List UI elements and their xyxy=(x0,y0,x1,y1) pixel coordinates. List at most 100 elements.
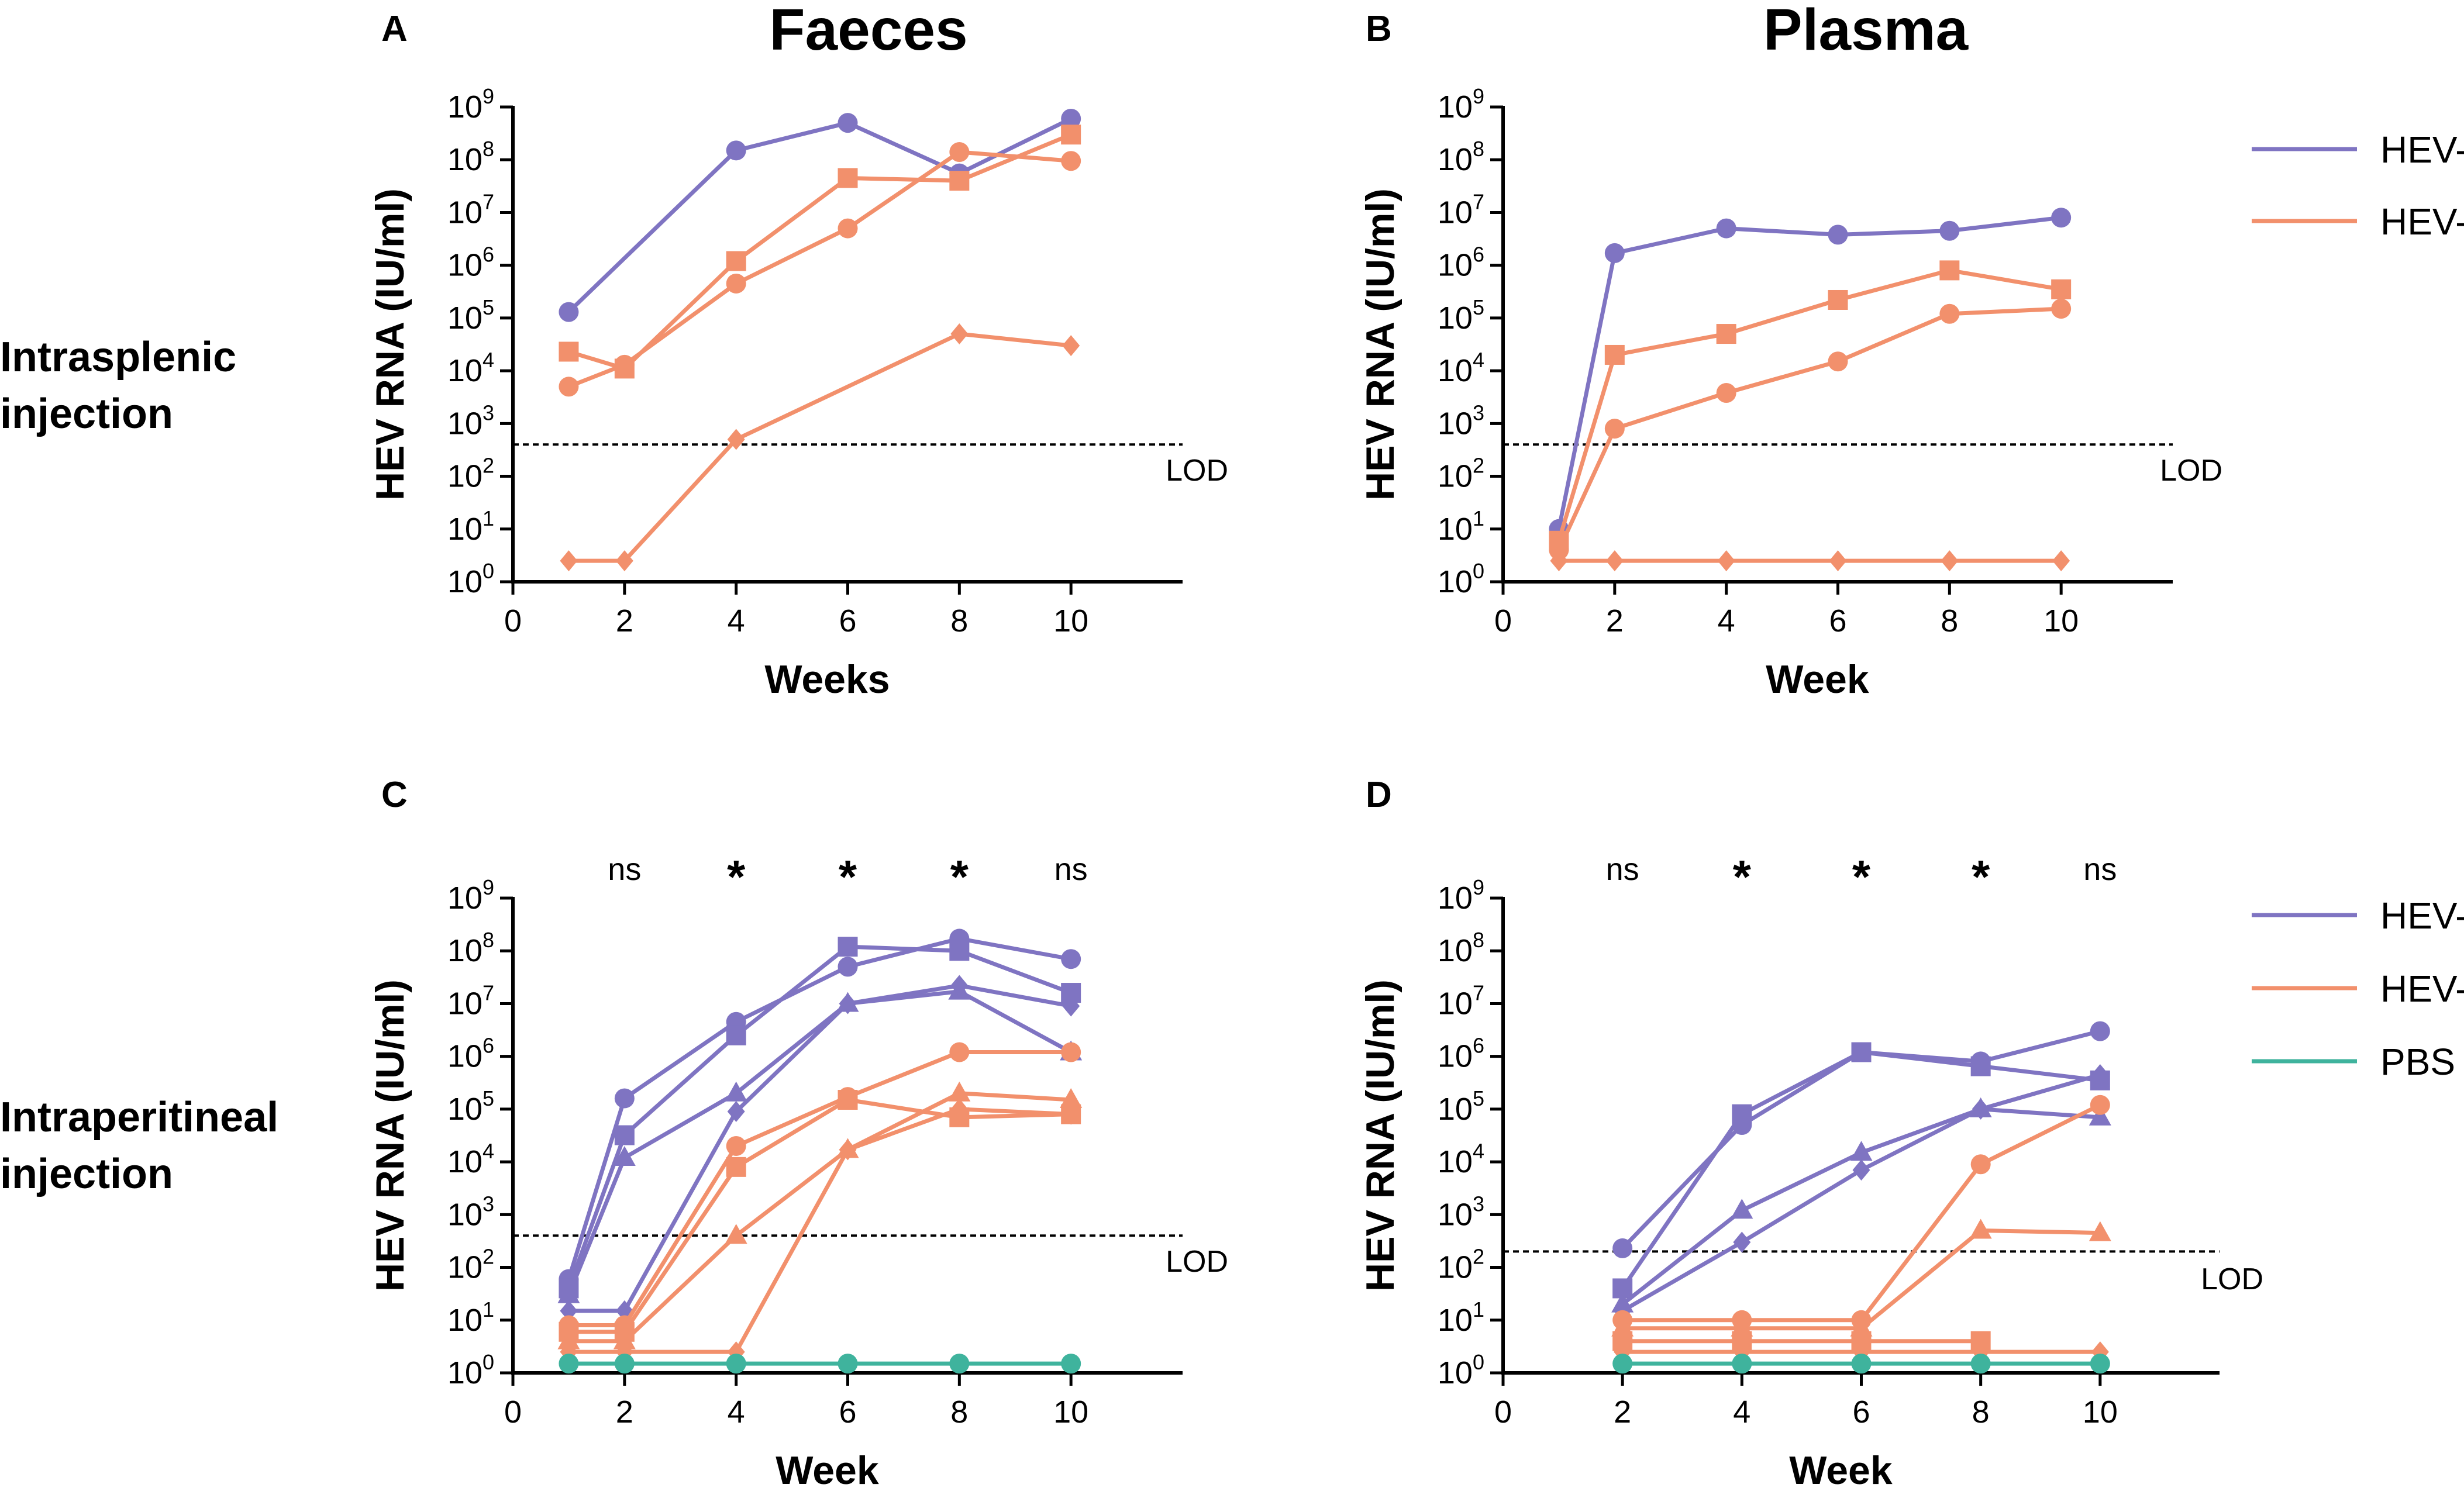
x-tick-label: 6 xyxy=(1852,1395,1870,1430)
x-axis-label: Weeks xyxy=(764,657,890,702)
legend-label-hev-4: HEV-4 xyxy=(2380,201,2464,243)
y-tick-label: 105 xyxy=(447,295,494,336)
y-tick-label: 102 xyxy=(1438,1245,1484,1285)
series-hev-1-triangle xyxy=(1611,1097,2111,1313)
column-title-plasma: Plasma xyxy=(1763,0,1969,63)
series-hev-4-circle xyxy=(1612,1095,2110,1330)
x-tick-label: 10 xyxy=(1053,1395,1088,1430)
data-point xyxy=(2089,1221,2111,1241)
lod-label: LOD xyxy=(2160,454,2222,488)
data-point xyxy=(557,1283,580,1303)
data-point xyxy=(1970,1056,1991,1076)
series-line xyxy=(567,944,1072,1289)
data-point xyxy=(1852,1159,1870,1181)
y-tick-label: 107 xyxy=(447,981,494,1021)
y-tick-label: 101 xyxy=(447,1297,494,1338)
panel-a-faeces-intrasplenic: A 100 101 102 103 104 105 106 107 108 109 0 2 4 6 8 10 We… xyxy=(368,9,1228,702)
data-point xyxy=(1061,109,1081,129)
y-tick-label: 103 xyxy=(447,1192,494,1232)
y-tick-label: 106 xyxy=(1438,1034,1484,1074)
significance-star: * xyxy=(839,851,857,903)
data-point xyxy=(2052,550,2070,572)
data-point xyxy=(1612,1238,1633,1258)
data-point xyxy=(1970,1354,1991,1374)
series-line xyxy=(568,1050,1071,1327)
row-label-intrasplenic-2: injection xyxy=(0,391,173,437)
data-point xyxy=(1972,1098,1990,1120)
y-tick-label: 102 xyxy=(1438,454,1484,494)
data-point xyxy=(727,429,745,450)
data-point xyxy=(2090,1021,2110,1041)
data-point xyxy=(726,251,746,271)
series-line xyxy=(568,150,1071,389)
series-line xyxy=(568,132,1072,371)
significance-star: * xyxy=(1972,851,1990,903)
legend-label-hev-4: HEV-4 xyxy=(2380,968,2464,1010)
data-point xyxy=(838,937,858,957)
significance-star: * xyxy=(727,851,746,903)
x-tick-label: 4 xyxy=(1718,603,1735,638)
y-tick-label: 104 xyxy=(1438,348,1484,388)
data-point xyxy=(1941,550,1959,572)
y-tick-label: 108 xyxy=(1438,928,1484,968)
x-tick-label: 10 xyxy=(2083,1395,2118,1430)
y-tick-label: 107 xyxy=(447,189,494,230)
data-point xyxy=(1716,324,1736,344)
panel-b-plasma-intrasplenic: B 100 101 102 103 104 105 106 107 108 109 0 2 4 6 8 10 We… xyxy=(1358,9,2222,702)
y-tick-label: 108 xyxy=(447,137,494,177)
x-tick-label: 8 xyxy=(1972,1395,1990,1430)
y-tick-label: 108 xyxy=(447,928,494,968)
row-label-intraperitoneal-2: injection xyxy=(0,1151,173,1197)
data-point xyxy=(949,142,970,163)
significance-star: * xyxy=(1852,851,1871,903)
x-tick-label: 0 xyxy=(1494,1395,1512,1430)
series-line xyxy=(1622,1103,2101,1323)
data-point xyxy=(559,341,579,362)
x-tick-label: 4 xyxy=(728,1395,745,1430)
data-point xyxy=(949,941,970,961)
data-point xyxy=(949,171,970,191)
x-tick-label: 8 xyxy=(950,603,968,638)
series-hev-1-circle xyxy=(559,109,1081,322)
x-tick-label: 2 xyxy=(616,603,633,638)
data-point xyxy=(2051,208,2072,228)
series-line xyxy=(1557,268,2062,541)
data-point xyxy=(1061,1354,1081,1374)
series-hev-4-diamond xyxy=(1550,550,2070,572)
series-line xyxy=(568,983,1071,1313)
series-line xyxy=(567,116,1072,314)
x-tick-label: 0 xyxy=(504,1395,522,1430)
lod-label: LOD xyxy=(2201,1262,2263,1296)
data-point xyxy=(2090,1354,2110,1374)
y-tick-label: 107 xyxy=(1438,981,1484,1021)
y-tick-label: 109 xyxy=(1438,875,1484,916)
panel-letter: A xyxy=(381,9,408,49)
data-point xyxy=(2090,1095,2110,1115)
data-point xyxy=(725,1081,747,1102)
data-point xyxy=(1828,289,1848,310)
series-hev-4-square xyxy=(1612,1331,1991,1351)
row-label-intraperitoneal: Intraperitineal xyxy=(0,1094,278,1141)
y-tick-label: 101 xyxy=(1438,1297,1484,1338)
panel-letter: C xyxy=(381,775,408,815)
y-tick-label: 100 xyxy=(1438,559,1484,599)
data-point xyxy=(1062,335,1080,357)
y-tick-label: 102 xyxy=(447,1245,494,1285)
series-hev-1-circle xyxy=(1549,208,2072,539)
data-point xyxy=(560,550,578,572)
data-point xyxy=(1829,550,1847,572)
panel-letter: D xyxy=(1366,775,1392,815)
series-line xyxy=(567,989,1072,1296)
x-tick-label: 6 xyxy=(1829,603,1846,638)
x-tick-label: 2 xyxy=(1606,603,1624,638)
series-line xyxy=(568,1091,1071,1344)
data-point xyxy=(1549,540,1569,560)
series-hev-4-circle xyxy=(1549,299,2072,560)
data-point xyxy=(1604,243,1625,263)
x-tick-label: 0 xyxy=(504,603,522,638)
data-point xyxy=(1716,218,1736,239)
data-point xyxy=(1939,260,1960,281)
data-point xyxy=(838,1090,858,1110)
y-tick-label: 107 xyxy=(1438,189,1484,230)
data-point xyxy=(838,113,858,133)
